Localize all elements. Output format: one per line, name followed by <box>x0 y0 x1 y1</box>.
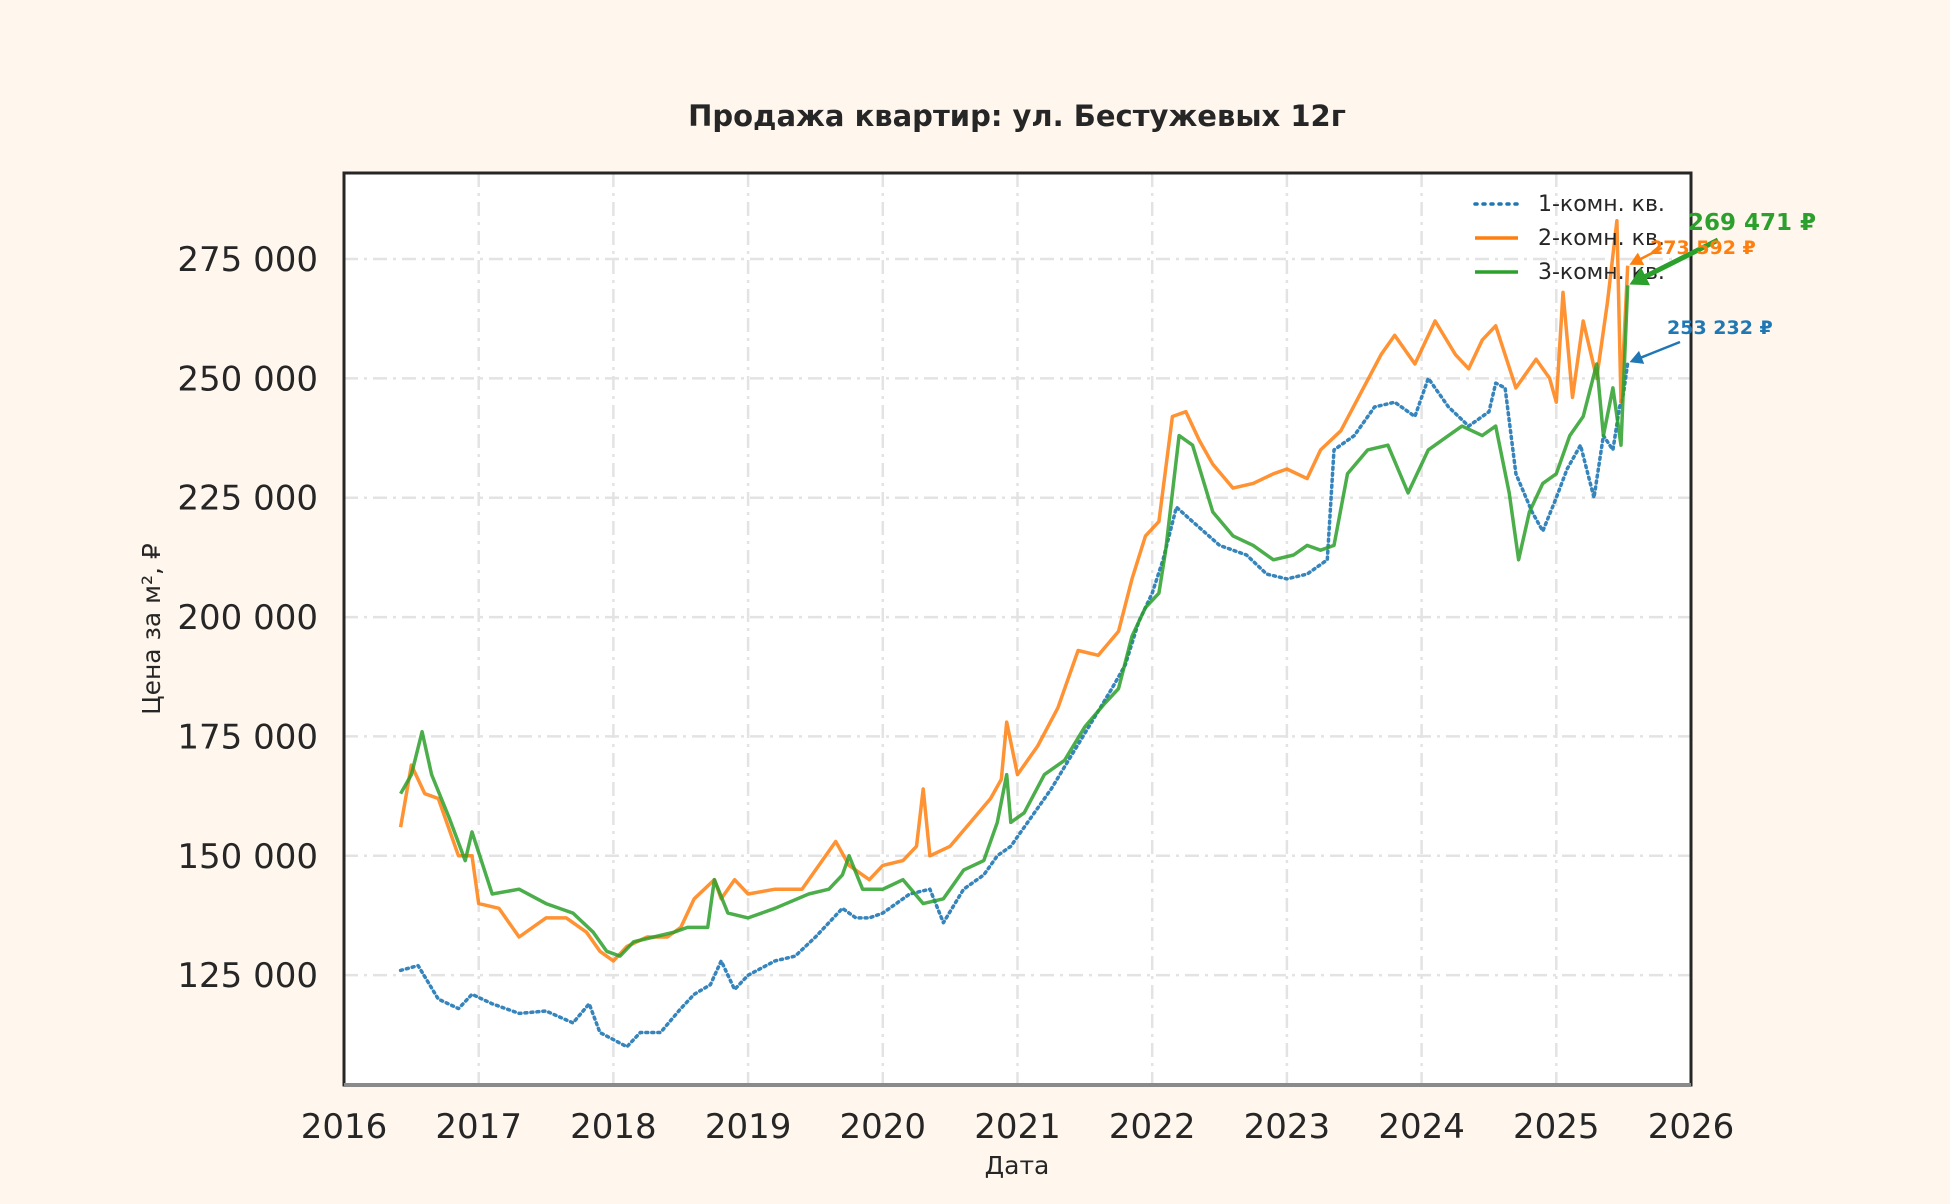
annotation-arrowhead-3 <box>1629 350 1645 364</box>
end-value-annotations: 269 471 ₽273 592 ₽ 253 232 ₽ <box>1629 210 1816 364</box>
annotation-arrow-2 <box>1639 246 1663 261</box>
x-tick-label: 2016 <box>301 1107 388 1147</box>
annotation-arrowhead-1 <box>1629 267 1651 286</box>
annotation-arrowhead-2 <box>1629 252 1645 266</box>
x-tick-label: 2018 <box>570 1107 657 1147</box>
x-tick-label: 2025 <box>1513 1107 1600 1147</box>
annotation-label-3: 253 232 ₽ <box>1667 317 1773 339</box>
x-tick-label: 2023 <box>1244 1107 1331 1147</box>
x-tick-label: 2022 <box>1109 1107 1196 1147</box>
y-tick-label: 175 000 <box>177 717 318 757</box>
series-line-3 <box>399 285 1630 958</box>
series-lines <box>398 218 1630 1049</box>
series-line-2 <box>398 218 1630 963</box>
legend-label-1: 1-комн. кв. <box>1538 192 1665 217</box>
annotation-label-2: 273 592 ₽ <box>1650 237 1756 259</box>
y-tick-label: 225 000 <box>177 479 318 519</box>
annotation-label-1: 269 471 ₽ <box>1688 210 1816 236</box>
y-tick-label: 275 000 <box>177 240 318 280</box>
y-tick-label: 250 000 <box>177 359 318 399</box>
annotation-arrow-3 <box>1640 340 1681 359</box>
x-tick-label: 2017 <box>435 1107 522 1147</box>
x-tick-labels: 2016 2017 2018 2019 2020 2021 2022 2023 2024 2025… <box>301 1107 1735 1147</box>
chart-title: Продажа квартир: ул. Бестужевых 12г <box>688 99 1346 133</box>
x-tick-label: 2019 <box>705 1107 792 1147</box>
x-tick-label: 2021 <box>974 1107 1061 1147</box>
y-tick-label: 200 000 <box>177 598 318 638</box>
series-line-1 <box>398 361 1630 1049</box>
y-tick-label: 125 000 <box>177 956 318 996</box>
legend-label-2: 2-комн. кв. <box>1538 226 1665 251</box>
x-axis-label: Дата <box>985 1151 1050 1180</box>
legend: 1-комн. кв.2-комн. кв.3-комн. кв. <box>1473 192 1665 285</box>
y-tick-label: 150 000 <box>177 837 318 877</box>
x-tick-label: 2020 <box>840 1107 927 1147</box>
y-tick-labels: 125 000 150 000 175 000 200 000 225 000 250 0… <box>177 240 318 996</box>
x-tick-label: 2024 <box>1378 1107 1465 1147</box>
y-axis-label: Цена за м², ₽ <box>137 543 166 715</box>
annotation-arrow-1 <box>1639 237 1720 282</box>
x-tick-label: 2026 <box>1648 1107 1735 1147</box>
